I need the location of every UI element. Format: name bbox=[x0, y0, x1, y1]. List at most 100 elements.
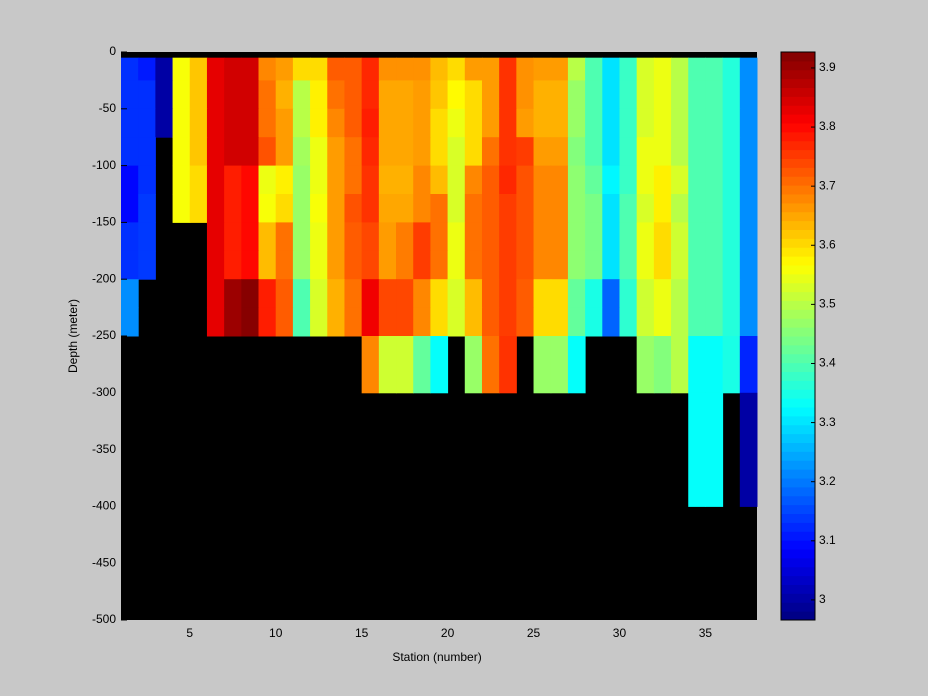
heat-cell bbox=[206, 137, 225, 167]
colorbar-swatch bbox=[781, 433, 815, 443]
heat-cell bbox=[361, 336, 380, 394]
heat-cell bbox=[310, 165, 328, 195]
heat-cell bbox=[550, 108, 569, 138]
heat-cell bbox=[310, 108, 328, 138]
heat-cell bbox=[378, 137, 397, 167]
heat-cell bbox=[447, 250, 466, 280]
heat-cell bbox=[567, 222, 586, 252]
heat-cell bbox=[619, 108, 638, 138]
heat-cell bbox=[636, 250, 655, 280]
heat-cell bbox=[189, 57, 208, 81]
heat-cell bbox=[585, 57, 603, 81]
heat-cell bbox=[292, 108, 311, 138]
heat-cell bbox=[292, 80, 311, 110]
heat-cell bbox=[516, 279, 535, 309]
y-tick-label: -150 bbox=[92, 215, 116, 229]
colorbar-swatch bbox=[781, 247, 815, 257]
heat-cell bbox=[430, 194, 449, 223]
colorbar-swatch bbox=[781, 380, 815, 390]
heat-cell bbox=[481, 279, 500, 309]
heat-cell bbox=[585, 222, 603, 252]
colorbar-swatch bbox=[781, 522, 815, 532]
heat-cell bbox=[499, 279, 517, 309]
heat-cell bbox=[533, 165, 552, 195]
heat-cell bbox=[258, 279, 277, 309]
heat-cell bbox=[344, 80, 363, 110]
colorbar-tick-label: 3.3 bbox=[819, 415, 836, 429]
heat-cell bbox=[585, 80, 603, 110]
colorbar-swatch bbox=[781, 424, 815, 435]
heat-cell bbox=[413, 307, 431, 337]
heat-cell bbox=[430, 57, 449, 81]
heat-cell bbox=[550, 57, 569, 81]
heat-cell bbox=[155, 80, 174, 110]
heat-cell bbox=[739, 279, 758, 309]
heat-cell bbox=[361, 165, 380, 195]
heat-cell bbox=[602, 80, 620, 110]
heat-cell bbox=[224, 165, 242, 195]
heat-cell bbox=[653, 57, 672, 81]
heat-cell bbox=[396, 279, 414, 309]
heat-cell bbox=[567, 279, 586, 309]
heat-cell bbox=[310, 307, 328, 337]
heat-cell bbox=[688, 307, 706, 337]
heat-cell bbox=[224, 279, 242, 309]
heat-cell bbox=[567, 307, 586, 337]
heat-cell bbox=[413, 279, 431, 309]
colorbar-tick-label: 3.9 bbox=[819, 60, 836, 74]
heat-cell bbox=[413, 80, 431, 110]
heat-cell bbox=[121, 222, 139, 252]
heat-cell bbox=[688, 80, 706, 110]
y-tick-label: -400 bbox=[92, 499, 116, 513]
colorbar-swatch bbox=[781, 123, 815, 133]
heat-cell bbox=[481, 307, 500, 337]
y-tick-label: -450 bbox=[92, 555, 116, 569]
heat-cell bbox=[636, 222, 655, 252]
heat-cell bbox=[378, 80, 397, 110]
heat-cell bbox=[292, 165, 311, 195]
heat-cell bbox=[241, 80, 260, 110]
heat-cell bbox=[585, 137, 603, 167]
heat-cell bbox=[722, 137, 741, 167]
heat-cell bbox=[739, 336, 758, 394]
heat-cell bbox=[361, 307, 380, 337]
heat-cell bbox=[464, 250, 483, 280]
heat-cell bbox=[310, 137, 328, 167]
heat-cell bbox=[138, 165, 156, 195]
heat-cell bbox=[636, 279, 655, 309]
heat-cell bbox=[739, 80, 758, 110]
heat-cell bbox=[705, 57, 724, 81]
heat-cell bbox=[705, 392, 724, 507]
heat-cell bbox=[413, 57, 431, 81]
heat-cell bbox=[344, 108, 363, 138]
heat-cell bbox=[602, 165, 620, 195]
heat-cell bbox=[602, 108, 620, 138]
heat-cell bbox=[430, 108, 449, 138]
heat-cell bbox=[138, 57, 156, 81]
heat-cell bbox=[533, 336, 552, 394]
heat-cell bbox=[396, 108, 414, 138]
heat-cell bbox=[705, 307, 724, 337]
colorbar-swatch bbox=[781, 451, 815, 461]
heat-cell bbox=[396, 165, 414, 195]
heat-cell bbox=[464, 222, 483, 252]
heat-cell bbox=[585, 194, 603, 223]
heat-cell bbox=[327, 108, 345, 138]
heat-cell bbox=[275, 137, 294, 167]
heat-cell bbox=[722, 194, 741, 223]
heat-cell bbox=[172, 57, 191, 81]
heat-cell bbox=[327, 194, 345, 223]
x-tick-label: 5 bbox=[186, 626, 193, 640]
heat-cell bbox=[224, 194, 242, 223]
heat-cell bbox=[413, 137, 431, 167]
heat-cell bbox=[705, 165, 724, 195]
heat-cell bbox=[499, 194, 517, 223]
heat-cell bbox=[688, 250, 706, 280]
colorbar-swatch bbox=[781, 584, 815, 594]
heat-cell bbox=[602, 194, 620, 223]
colorbar-swatch bbox=[781, 185, 815, 195]
heat-cell bbox=[550, 222, 569, 252]
colorbar-swatch bbox=[781, 460, 815, 470]
heat-cell bbox=[292, 307, 311, 337]
